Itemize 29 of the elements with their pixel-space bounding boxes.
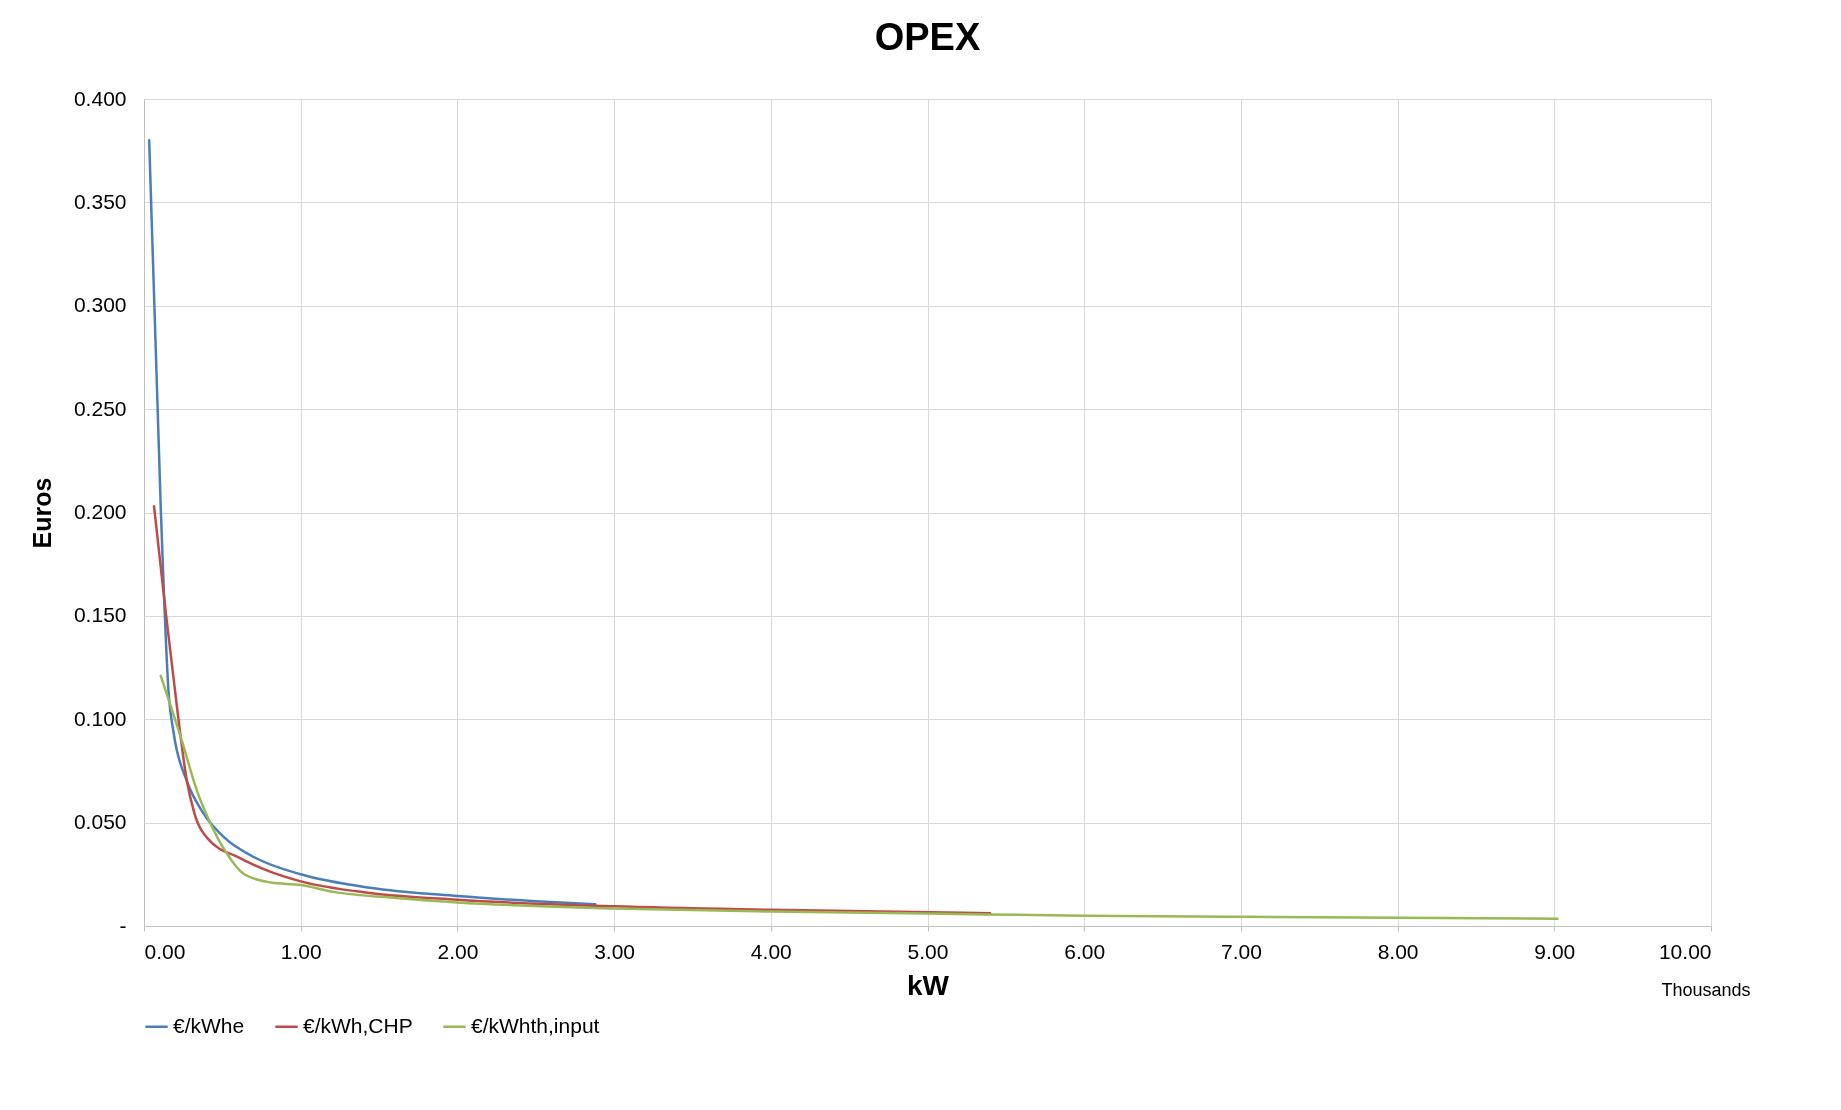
y-tick-label: - [119, 913, 127, 937]
x-tick-label: 6.00 [1064, 939, 1106, 963]
x-tick-label: 10.00 [1658, 939, 1712, 963]
legend-label: €/kWh,CHP [303, 1013, 413, 1037]
x-tick-label: 7.00 [1220, 939, 1262, 963]
chart-title: OPEX [874, 16, 981, 58]
y-axis-title: Euros [27, 477, 56, 549]
legend-label: €/kWhth,input [471, 1013, 600, 1037]
x-tick-label: 9.00 [1534, 939, 1576, 963]
y-tick-label: 0.350 [73, 189, 127, 213]
y-tick-label: 0.200 [73, 500, 127, 523]
y-tick-label: 0.300 [73, 293, 127, 317]
text: Thousands [1661, 980, 1751, 1000]
legend-label: €/kWhe [173, 1013, 245, 1037]
y-tick-label: 0.400 [73, 86, 127, 110]
x-tick-label: 1.00 [280, 939, 322, 963]
line-series [147, 139, 597, 906]
y-tick-label: 0.150 [73, 603, 127, 627]
x-tick-label: 4.00 [750, 939, 792, 963]
x-tick-label: 5.00 [907, 939, 949, 963]
x-axis-title: kW [907, 969, 950, 1001]
x-tick-label: 2.00 [437, 939, 479, 963]
y-tick-label: 0.050 [73, 810, 127, 834]
x-tick-label: 8.00 [1377, 939, 1419, 963]
line-series [159, 674, 1559, 921]
y-tick-label: 0.100 [73, 706, 127, 730]
y-tick-label: 0.250 [73, 396, 127, 420]
x-tick-label: 0.00 [144, 939, 186, 963]
x-tick-label: 3.00 [594, 939, 636, 963]
